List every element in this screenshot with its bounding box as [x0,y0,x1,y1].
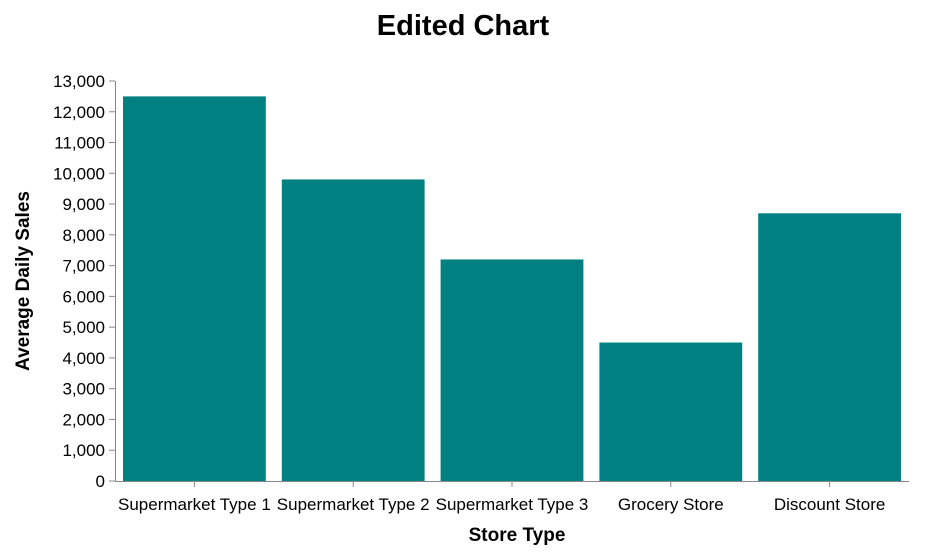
y-tick-label-6: 6,000 [62,287,105,306]
y-tick-label-9: 9,000 [62,195,105,214]
x-tick-label-5: Discount Store [774,495,886,514]
y-tick-label-13: 13,000 [53,72,105,91]
bar-5 [758,213,901,482]
x-axis: Supermarket Type 1 Supermarket Type 2 Supe… [115,481,909,514]
bar-3 [440,259,584,481]
x-tick-label-2: Supermarket Type 2 [277,495,430,514]
x-tick-label-3: Supermarket Type 3 [436,495,589,514]
y-tick-label-4: 4,000 [62,349,105,368]
x-tick-label-1: Supermarket Type 1 [118,495,271,514]
bars-group [123,96,901,482]
y-tick-label-1: 1,000 [62,441,105,460]
y-axis: 0 1,000 2,000 3,000 4,000 5,000 6,000 7,000 8,00… [53,72,116,491]
y-tick-label-10: 10,000 [53,164,105,183]
x-tick-label-4: Grocery Store [618,495,724,514]
y-tick-label-7: 7,000 [62,257,105,276]
x-axis-title: Store Type [469,525,566,546]
chart-title: Edited Chart [377,10,550,42]
y-tick-label-2: 2,000 [62,410,105,429]
bar-4 [599,342,743,481]
y-tick-label-12: 12,000 [53,103,105,122]
bar-2 [281,179,425,481]
y-tick-label-5: 5,000 [62,318,105,337]
y-tick-label-11: 11,000 [54,134,105,153]
y-tick-label-0: 0 [96,472,105,491]
bar-1 [123,96,266,481]
y-axis-title: Average Daily Sales [13,191,34,371]
y-tick-label-8: 8,000 [62,226,105,245]
y-tick-label-3: 3,000 [62,380,105,399]
